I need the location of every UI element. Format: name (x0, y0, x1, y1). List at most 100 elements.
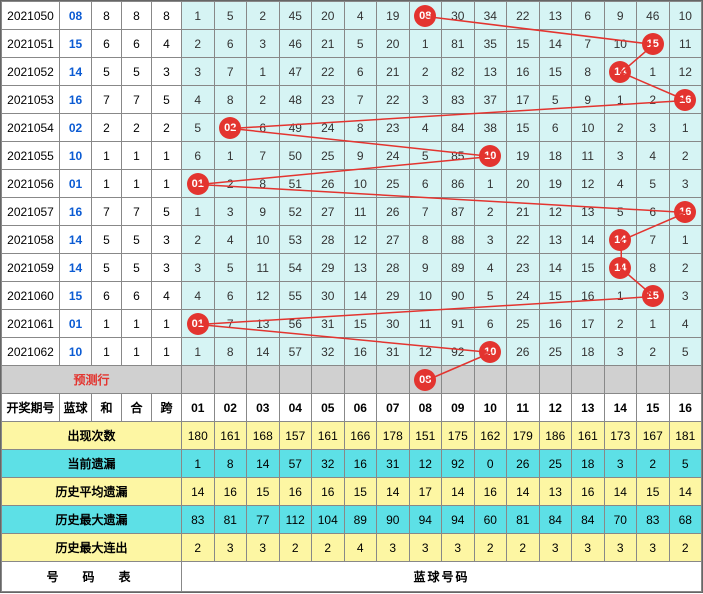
summary-row: 当前遗漏18145732163112920262518325 (2, 450, 702, 478)
hej: 1 (133, 149, 140, 163)
miss-value: 4 (617, 177, 624, 191)
miss-value: 1 (227, 149, 234, 163)
miss-value: 2 (649, 345, 656, 359)
miss-value: 3 (194, 261, 201, 275)
trend-ball: 10 (479, 145, 501, 167)
miss-value: 3 (617, 345, 624, 359)
predict-label: 预测行 (73, 373, 109, 387)
miss-value: 31 (321, 317, 334, 331)
blue-ball: 08 (69, 9, 82, 23)
miss-value: 1 (649, 65, 656, 79)
summary-value: 31 (386, 457, 399, 471)
miss-value: 4 (357, 9, 364, 23)
he: 5 (103, 261, 110, 275)
summary-value: 14 (614, 485, 627, 499)
data-row: 202105510111617502592458510191811342 (2, 142, 702, 170)
miss-value: 13 (484, 65, 497, 79)
summary-value: 151 (415, 429, 435, 443)
miss-value: 4 (194, 93, 201, 107)
kua: 1 (163, 345, 170, 359)
miss-value: 11 (257, 261, 269, 275)
miss-value: 8 (227, 345, 234, 359)
miss-value: 6 (584, 9, 591, 23)
period: 2021052 (7, 65, 54, 79)
miss-value: 6 (259, 121, 266, 135)
miss-value: 1 (617, 289, 624, 303)
miss-value: 12 (581, 177, 594, 191)
hej: 1 (133, 317, 140, 331)
miss-value: 14 (549, 37, 562, 51)
summary-value: 32 (321, 457, 334, 471)
summary-value: 5 (682, 457, 689, 471)
hej: 7 (133, 93, 140, 107)
miss-value: 10 (256, 233, 269, 247)
summary-row: 历史平均遗漏14161516161514171416141316141514 (2, 478, 702, 506)
miss-value: 9 (617, 9, 624, 23)
miss-value: 34 (484, 9, 497, 23)
data-row: 20210511566426346215201813515147101511 (2, 30, 702, 58)
miss-value: 3 (682, 177, 689, 191)
he: 2 (103, 121, 110, 135)
miss-value: 10 (354, 177, 367, 191)
kua: 3 (163, 261, 170, 275)
summary-value: 3 (617, 541, 624, 555)
miss-value: 16 (354, 345, 367, 359)
summary-value: 8 (227, 457, 234, 471)
summary-value: 180 (188, 429, 208, 443)
predict-row: 预测行08 (2, 366, 702, 394)
miss-value: 2 (422, 65, 429, 79)
summary-value: 14 (191, 485, 204, 499)
miss-value: 8 (227, 93, 234, 107)
miss-value: 15 (581, 261, 594, 275)
num-header: 16 (679, 401, 692, 415)
data-row: 202105402222502649248234843815610231 (2, 114, 702, 142)
data-row: 2021052145533714722621282131615814112 (2, 58, 702, 86)
miss-value: 91 (451, 317, 464, 331)
miss-value: 5 (487, 289, 494, 303)
summary-value: 92 (451, 457, 464, 471)
miss-value: 23 (386, 121, 399, 135)
miss-value: 6 (487, 317, 494, 331)
blue-ball: 15 (69, 289, 82, 303)
miss-value: 11 (679, 37, 691, 51)
miss-value: 87 (451, 205, 464, 219)
summary-value: 175 (448, 429, 468, 443)
miss-value: 6 (422, 177, 429, 191)
miss-value: 1 (487, 177, 494, 191)
footer-right: 蓝球号码 (413, 570, 469, 584)
period: 2021059 (7, 261, 54, 275)
blue-ball: 16 (69, 93, 82, 107)
miss-value: 13 (581, 205, 594, 219)
miss-value: 23 (516, 261, 529, 275)
miss-value: 17 (581, 317, 594, 331)
col-blue-header: 蓝球 (63, 401, 87, 415)
summary-value: 3 (552, 541, 559, 555)
he: 6 (103, 37, 110, 51)
num-header: 04 (289, 401, 302, 415)
miss-value: 12 (549, 205, 562, 219)
summary-value: 60 (484, 513, 497, 527)
miss-value: 89 (451, 261, 464, 275)
miss-value: 3 (422, 93, 429, 107)
miss-value: 5 (552, 93, 559, 107)
miss-value: 8 (584, 65, 591, 79)
hej: 6 (133, 289, 140, 303)
miss-value: 6 (552, 121, 559, 135)
miss-value: 30 (386, 317, 399, 331)
num-header: 05 (321, 401, 334, 415)
summary-value: 3 (227, 541, 234, 555)
blue-ball: 01 (69, 317, 82, 331)
miss-value: 28 (386, 261, 399, 275)
miss-value: 20 (321, 9, 334, 23)
hej: 5 (133, 65, 140, 79)
miss-value: 5 (227, 261, 234, 275)
num-header: 12 (549, 401, 562, 415)
miss-value: 2 (682, 149, 689, 163)
miss-value: 5 (227, 9, 234, 23)
miss-value: 5 (617, 205, 624, 219)
summary-value: 2 (519, 541, 526, 555)
miss-value: 22 (386, 93, 399, 107)
miss-value: 6 (649, 205, 656, 219)
miss-value: 35 (484, 37, 497, 51)
summary-value: 16 (289, 485, 302, 499)
